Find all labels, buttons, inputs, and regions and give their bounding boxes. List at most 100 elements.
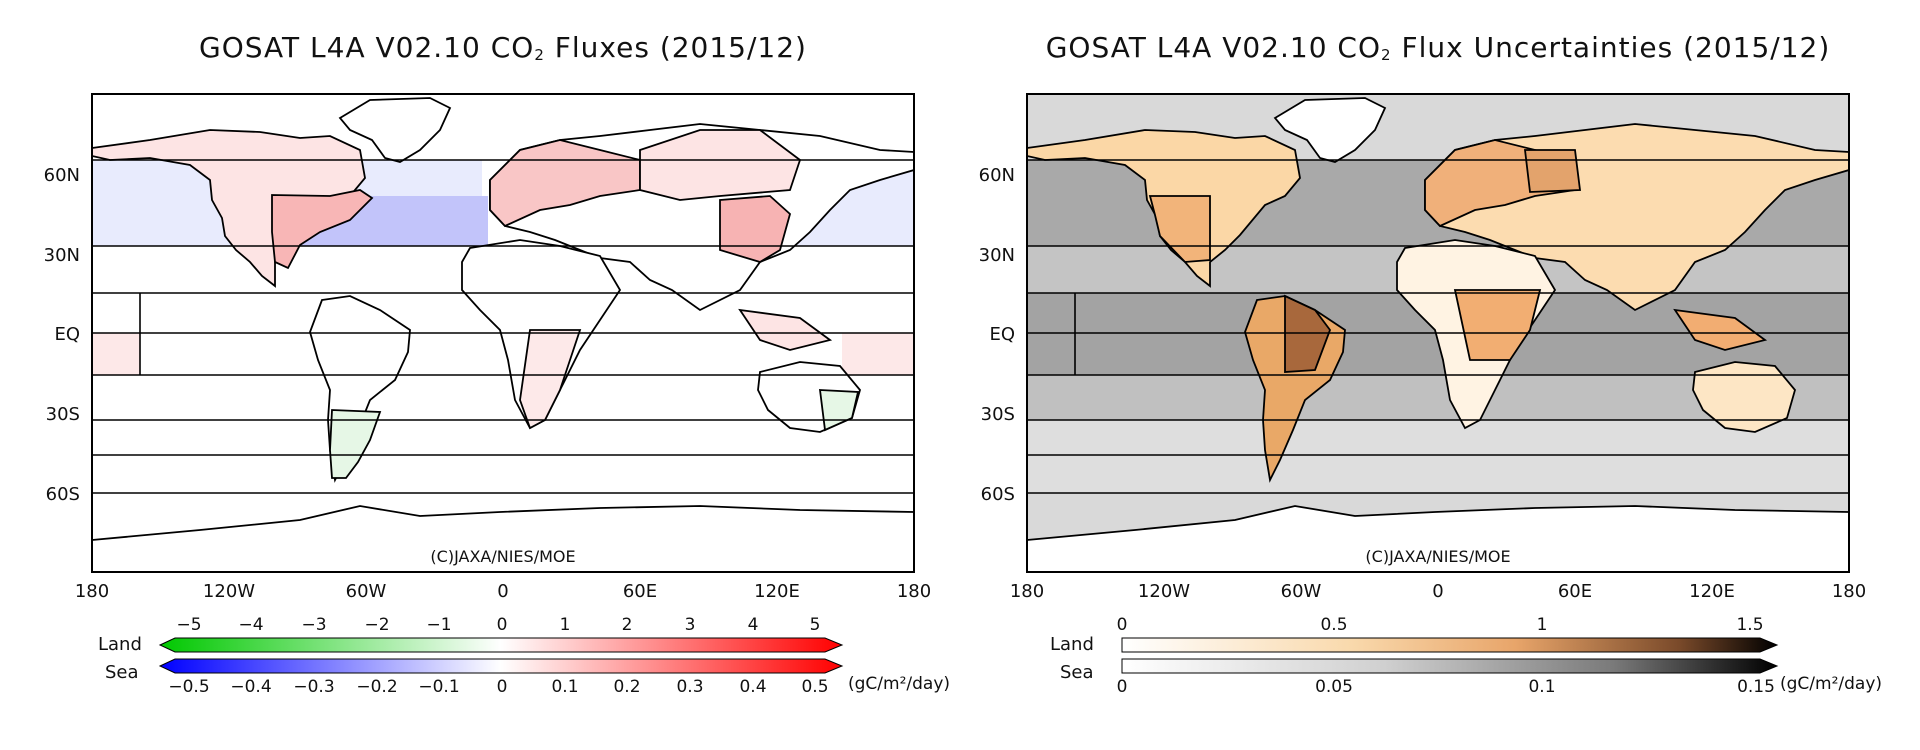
land-western-siberia — [1523, 149, 1582, 193]
uncertainty-map-frame — [1026, 93, 1850, 573]
legend-tick: −0.2 — [356, 677, 397, 697]
legend-tick: 0 — [1117, 677, 1128, 697]
legend-tick: −5 — [176, 615, 201, 635]
land-antarctica — [1027, 505, 1849, 572]
land-antarctica — [92, 505, 914, 572]
legend-land-colorbar — [158, 637, 844, 653]
land-maritime-asia — [738, 308, 833, 351]
legend-sea-colorbar — [158, 658, 844, 674]
land-north-america-east — [271, 189, 374, 270]
legend-unit: (gC/m²/day) — [1780, 674, 1882, 694]
legend-tick: 0.5 — [801, 677, 828, 697]
uncertainty-legend: Land Sea 0 0.5 1 1.5 0 0.05 0.1 0.15 (gC… — [1050, 615, 1882, 697]
legend-tick: 0.5 — [1320, 615, 1347, 635]
land-australia — [1692, 361, 1796, 433]
legend-tick: −4 — [238, 615, 263, 635]
legend-tick: 3 — [685, 615, 696, 635]
legend-tick: 0 — [497, 677, 508, 697]
legend-tick: 2 — [622, 615, 633, 635]
legend-tick: 0.1 — [1528, 677, 1555, 697]
lat-label: 60S — [46, 484, 80, 505]
legend-tick: 0.4 — [739, 677, 766, 697]
lon-label: 180 — [897, 581, 931, 602]
land-africa-south — [519, 329, 582, 430]
flux-map-frame — [91, 93, 915, 573]
legend-tick: −0.1 — [418, 677, 459, 697]
legend-tick: 1 — [560, 615, 571, 635]
legend-land-label: Land — [98, 634, 142, 655]
legend-tick: 0.1 — [551, 677, 578, 697]
uncertainty-title: GOSAT L4A V02.10 CO2 Flux Uncertainties … — [1046, 31, 1831, 64]
legend-tick: 0.2 — [613, 677, 640, 697]
ocean-band — [1027, 420, 1849, 493]
flux-panel: GOSAT L4A V02.10 CO2 Fluxes (2015/12) — [44, 31, 950, 697]
lon-label: 120W — [1138, 581, 1190, 602]
legend-tick: 0 — [497, 615, 508, 635]
legend-tick: 1.5 — [1736, 615, 1763, 635]
lat-label: 60N — [979, 165, 1015, 186]
lon-label: 120E — [1689, 581, 1735, 602]
uncertainty-lat-labels: 60N 30N EQ 30S 60S — [979, 165, 1015, 505]
legend-sea-label: Sea — [1060, 662, 1094, 683]
lat-label: 30N — [979, 245, 1015, 266]
uncertainty-credit: (C)JAXA/NIES/MOE — [1365, 547, 1510, 566]
legend-land-label: Land — [1050, 634, 1094, 655]
lon-label: 60E — [1558, 581, 1592, 602]
land-greenland — [338, 97, 452, 163]
lon-label: 120W — [203, 581, 255, 602]
legend-tick: 5 — [810, 615, 821, 635]
flux-band-lines — [92, 159, 914, 494]
land-north-america — [92, 129, 366, 288]
legend-tick: 0.05 — [1315, 677, 1353, 697]
legend-tick: 1 — [1537, 615, 1548, 635]
flux-lon-labels: 180 120W 60W 0 60E 120E 180 — [75, 581, 931, 602]
legend-sea-label: Sea — [105, 662, 139, 683]
lat-label: EQ — [54, 324, 80, 345]
flux-credit: (C)JAXA/NIES/MOE — [430, 547, 575, 566]
lon-label: 0 — [497, 581, 508, 602]
legend-tick: 4 — [748, 615, 759, 635]
legend-land-colorbar — [1121, 637, 1779, 653]
legend-tick: 0.15 — [1737, 677, 1775, 697]
lon-label: 180 — [75, 581, 109, 602]
land-amazon — [1284, 294, 1332, 373]
lon-label: 60W — [346, 581, 387, 602]
uncertainty-lon-labels: 180 120W 60W 0 60E 120E 180 — [1010, 581, 1866, 602]
flux-lat-labels: 60N 30N EQ 30S 60S — [44, 165, 80, 505]
legend-land-ticks: 0 0.5 1 1.5 — [1117, 615, 1764, 635]
legend-tick: 0.3 — [676, 677, 703, 697]
lat-label: 30S — [981, 404, 1015, 425]
lat-label: 60S — [981, 484, 1015, 505]
land-greenland — [1273, 97, 1387, 163]
land-maritime-asia — [1673, 308, 1768, 351]
legend-tick: −2 — [364, 615, 389, 635]
ocean-region-north-atlantic — [482, 196, 488, 246]
land-africa-central — [1453, 289, 1542, 361]
legend-tick: −0.5 — [168, 677, 209, 697]
uncertainty-panel: GOSAT L4A V02.10 CO2 Flux Uncertainties … — [979, 31, 1882, 697]
ocean-region-tropical-pacific — [92, 333, 140, 375]
land-siberia — [639, 129, 802, 201]
uncertainty-map: (C)JAXA/NIES/MOE — [1027, 94, 1849, 572]
lon-label: 180 — [1832, 581, 1866, 602]
lon-label: 180 — [1010, 581, 1044, 602]
flux-map: (C)JAXA/NIES/MOE — [92, 94, 914, 572]
lat-label: EQ — [989, 324, 1015, 345]
legend-land-ticks: −5 −4 −3 −2 −1 0 1 2 3 4 5 — [176, 615, 820, 635]
lat-label: 30N — [44, 245, 80, 266]
lat-label: 30S — [46, 404, 80, 425]
legend-unit: (gC/m²/day) — [848, 674, 950, 694]
legend-sea-colorbar — [1121, 658, 1779, 674]
ocean-region-east-indian — [842, 333, 914, 375]
lon-label: 60E — [623, 581, 657, 602]
lon-label: 0 — [1432, 581, 1443, 602]
legend-tick: −0.4 — [230, 677, 271, 697]
legend-tick: 0 — [1117, 615, 1128, 635]
legend-tick: −1 — [426, 615, 451, 635]
flux-legend: Land Sea −5 −4 −3 −2 −1 0 1 2 3 4 5 −0.5… — [98, 615, 950, 697]
lat-label: 60N — [44, 165, 80, 186]
legend-tick: −3 — [301, 615, 326, 635]
legend-sea-ticks: −0.5 −0.4 −0.3 −0.2 −0.1 0 0.1 0.2 0.3 0… — [168, 677, 828, 697]
uncertainty-band-lines — [1027, 159, 1849, 494]
